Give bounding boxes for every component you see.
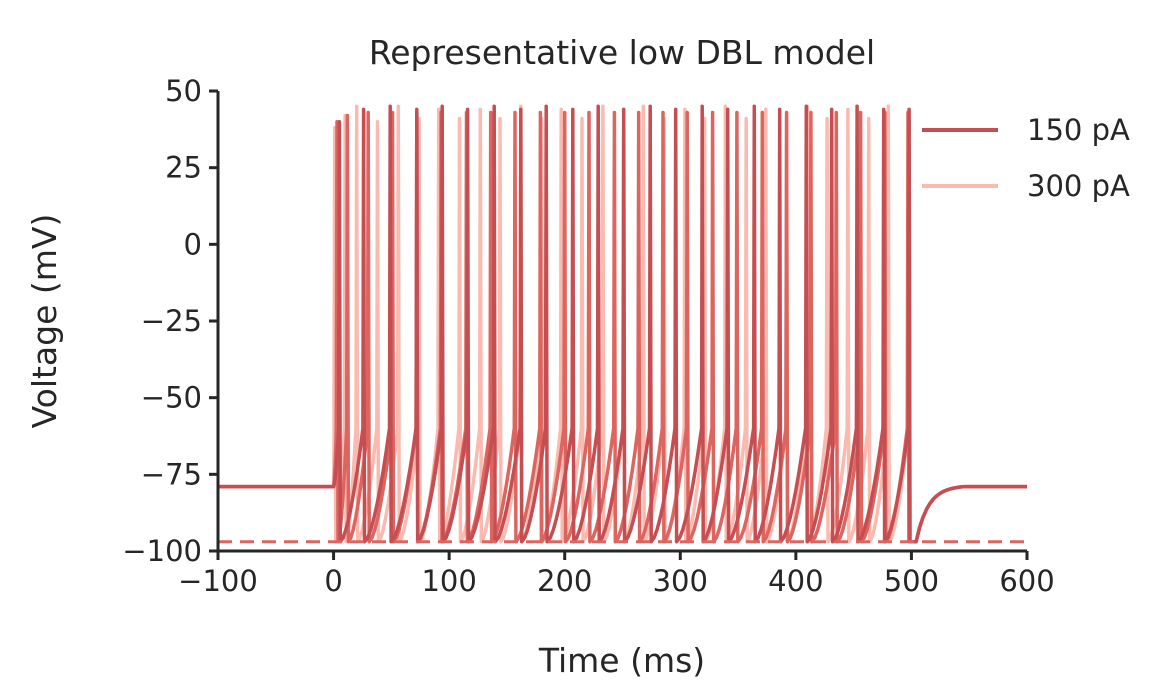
- y-tick-label: −25: [141, 304, 202, 338]
- legend: 150 pA 300 pA: [922, 113, 1130, 203]
- y-tick-label: −75: [141, 457, 202, 491]
- voltage-trace: [218, 104, 1027, 544]
- x-tick-label: 100: [421, 564, 476, 598]
- x-tick-label: 500: [884, 564, 939, 598]
- x-tick-label: 300: [653, 564, 708, 598]
- x-axis-label: Time (ms): [538, 641, 705, 680]
- trace-layer: [218, 104, 1027, 544]
- y-tick-label: 25: [165, 151, 202, 185]
- legend-label: 300 pA: [1027, 169, 1130, 203]
- y-tick-label: 50: [165, 74, 202, 108]
- x-tick-label: 400: [768, 564, 823, 598]
- y-axis-ticks: −100 −75 −50 −25 0 25 50: [122, 74, 218, 568]
- x-axis-ticks: −100 0 100 200 300 400 500 600: [178, 551, 1055, 598]
- y-tick-label: 0: [184, 227, 202, 261]
- legend-label: 150 pA: [1027, 113, 1130, 147]
- y-tick-label: −50: [141, 381, 202, 415]
- x-tick-label: 0: [324, 564, 342, 598]
- x-tick-label: 200: [537, 564, 592, 598]
- x-tick-label: −100: [178, 564, 258, 598]
- y-axis-label: Voltage (mV): [25, 214, 64, 429]
- chart-title: Representative low DBL model: [369, 33, 875, 72]
- x-tick-label: 600: [999, 564, 1054, 598]
- y-tick-label: −100: [122, 534, 202, 568]
